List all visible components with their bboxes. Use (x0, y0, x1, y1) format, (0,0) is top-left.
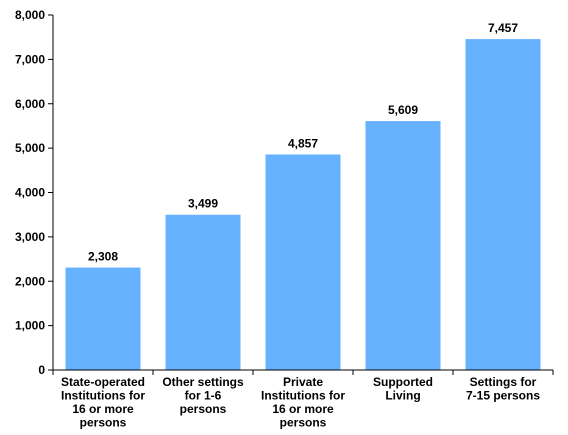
y-tick-label: 5,000 (15, 141, 45, 155)
x-axis: State-operated Institutions for 16 or more… (52, 369, 554, 430)
data-label: 4,857 (288, 136, 318, 150)
x-category-label: Other settings for 1-6 persons (162, 375, 244, 416)
x-category-label: Private Institutions for 16 or more persons (261, 375, 345, 430)
bar (465, 39, 541, 371)
y-axis: 0 1,000 2,000 3,000 4,000 5,000 6,000 7,000 8,00… (15, 8, 54, 377)
data-label: 2,308 (88, 250, 118, 264)
data-label: 7,457 (488, 21, 518, 35)
y-tick-label: 8,000 (15, 8, 45, 22)
data-label: 5,609 (388, 103, 418, 117)
bars (65, 39, 541, 371)
y-tick-label: 7,000 (15, 52, 45, 66)
x-category-label: Settings for 7-15 persons (466, 375, 540, 403)
bar (165, 214, 241, 370)
bar (65, 267, 141, 370)
bar (365, 121, 441, 371)
y-tick-label: 2,000 (15, 274, 45, 288)
y-tick-label: 4,000 (15, 186, 45, 200)
y-tick-label: 1,000 (15, 319, 45, 333)
y-tick-label: 6,000 (15, 97, 45, 111)
y-tick-label: 3,000 (15, 230, 45, 244)
x-category-label: State-operated Institutions for 16 or more… (61, 375, 145, 430)
data-label: 3,499 (188, 197, 218, 211)
data-labels: 2,308 3,499 4,857 5,609 7,457 (88, 21, 518, 263)
y-tick-label: 0 (38, 363, 45, 377)
bar (265, 154, 341, 370)
x-category-label: Supported Living (373, 375, 433, 403)
